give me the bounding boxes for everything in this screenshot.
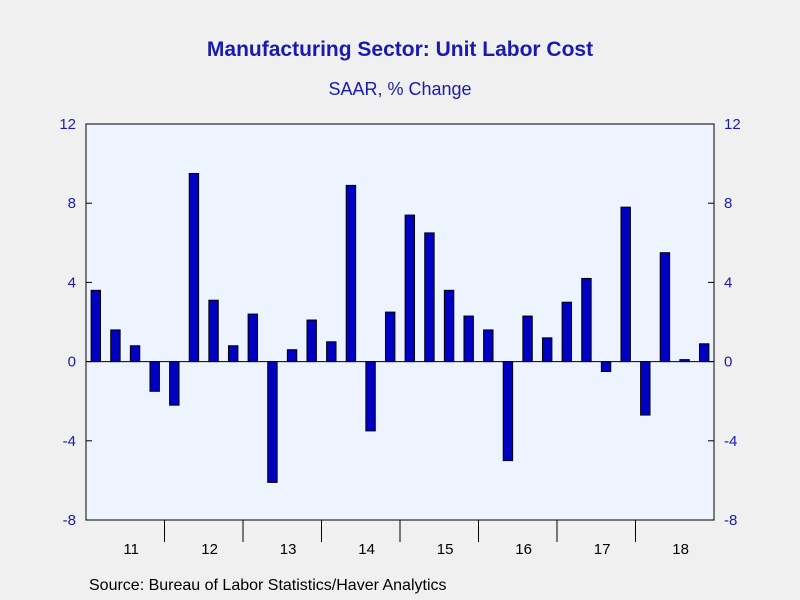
bar — [326, 341, 337, 363]
bar — [110, 329, 121, 363]
bar — [640, 361, 651, 416]
bar — [463, 315, 474, 363]
x-year-label: 12 — [201, 541, 218, 558]
x-year-label: 11 — [123, 541, 139, 558]
bar — [600, 361, 612, 373]
bar — [659, 252, 671, 363]
x-year-label: 13 — [280, 541, 297, 558]
y-tick-label-left: -8 — [63, 512, 76, 529]
source-note: Source: Bureau of Labor Statistics/Haver… — [89, 577, 447, 594]
bar — [247, 313, 259, 363]
bar — [169, 361, 180, 406]
bar — [679, 359, 690, 363]
chart-title: Manufacturing Sector: Unit Labor Cost — [206, 38, 594, 61]
chart-subtitle: SAAR, % Change — [328, 79, 472, 99]
bar — [129, 345, 141, 363]
y-tick-label-right: 8 — [724, 195, 732, 212]
y-tick-label-right: -8 — [724, 512, 737, 529]
bar — [522, 315, 533, 363]
y-tick-label-right: -4 — [724, 433, 737, 450]
x-year-label: 16 — [515, 541, 532, 558]
x-year-label: 18 — [672, 541, 689, 558]
bar — [286, 349, 298, 363]
bar — [345, 184, 357, 363]
y-tick-label-right: 0 — [724, 354, 732, 371]
bar — [208, 299, 219, 363]
x-year-label: 14 — [358, 541, 375, 558]
bar — [541, 337, 553, 363]
bar — [90, 289, 102, 363]
bar — [698, 343, 710, 363]
bar — [149, 361, 160, 392]
bar — [620, 206, 631, 363]
bar — [227, 345, 239, 363]
y-tick-label-right: 4 — [724, 274, 732, 291]
y-tick-label-left: 4 — [68, 274, 76, 291]
y-tick-label-left: 12 — [59, 116, 76, 133]
bar — [424, 232, 435, 363]
bar — [267, 361, 278, 483]
bar — [443, 289, 455, 363]
bar — [384, 311, 396, 363]
y-tick-label-left: -4 — [63, 433, 76, 450]
bar — [581, 277, 592, 363]
bar — [561, 301, 573, 363]
bar — [502, 361, 514, 462]
bar — [404, 214, 416, 363]
x-year-label: 15 — [437, 541, 454, 558]
x-year-label: 17 — [594, 541, 611, 558]
y-tick-label-right: 12 — [724, 116, 741, 133]
y-tick-label-left: 8 — [68, 195, 76, 212]
bar — [483, 329, 494, 363]
bar — [306, 319, 317, 363]
plot-area — [85, 123, 715, 521]
y-tick-label-left: 0 — [68, 354, 76, 371]
bar — [188, 173, 200, 363]
bar — [365, 361, 376, 432]
